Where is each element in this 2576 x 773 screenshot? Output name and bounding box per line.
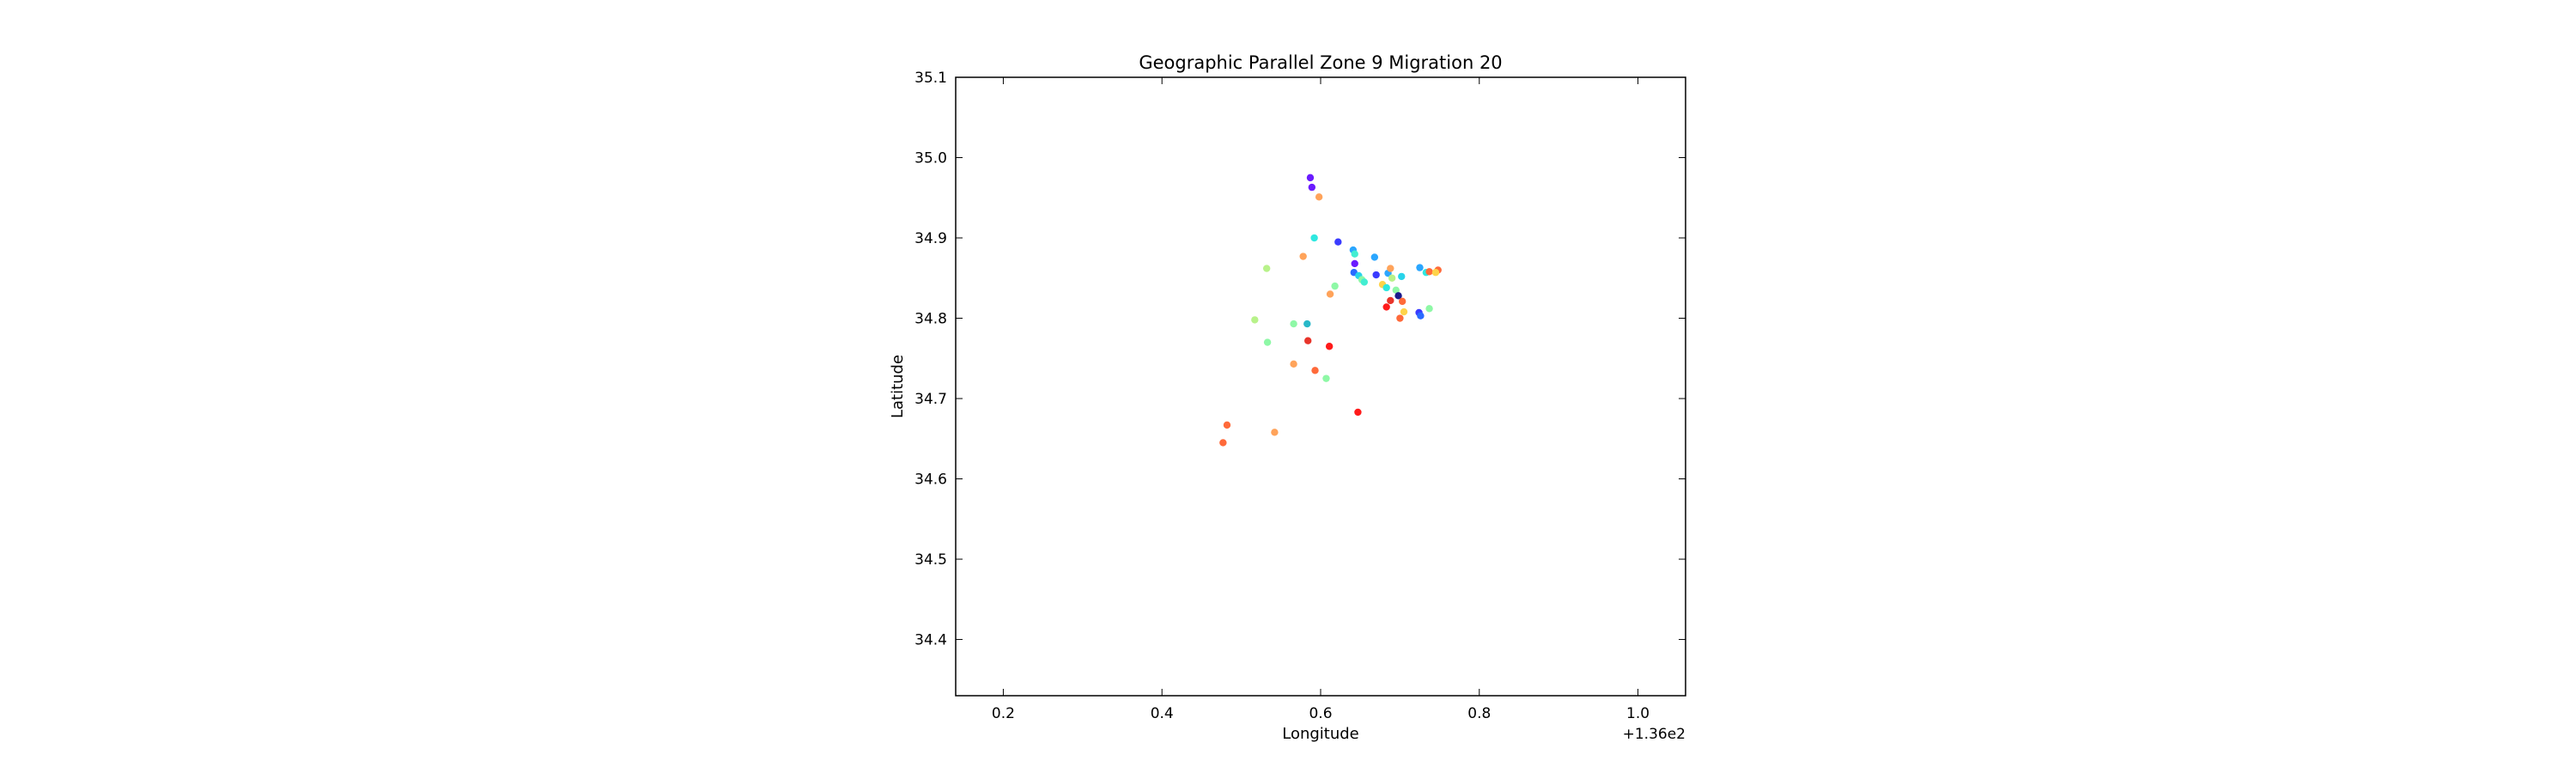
x-tick-label: 0.8 xyxy=(1467,705,1491,722)
y-tick-label: 34.7 xyxy=(914,391,947,408)
data-point xyxy=(1326,290,1334,298)
data-point xyxy=(1354,408,1362,417)
data-point xyxy=(1271,429,1279,436)
axis-ticks: 0.2 0.4 0.6 0.8 1.0 34.4 34.5 34.6 34.7 34.8 34.9 3… xyxy=(914,70,1686,722)
y-tick-label: 35.0 xyxy=(914,150,947,167)
data-point xyxy=(1382,303,1390,311)
data-point xyxy=(1262,265,1271,272)
data-point xyxy=(1425,305,1433,313)
data-point xyxy=(1351,259,1358,268)
data-point xyxy=(1303,320,1311,328)
data-point xyxy=(1398,272,1406,281)
data-point xyxy=(1322,374,1330,382)
data-point xyxy=(1315,193,1323,201)
data-point xyxy=(1417,312,1425,320)
data-point xyxy=(1304,337,1312,344)
data-point xyxy=(1360,278,1369,286)
x-tick-label: 1.0 xyxy=(1626,705,1649,722)
data-point xyxy=(1382,283,1390,292)
axes-frame xyxy=(955,76,1686,697)
data-point xyxy=(1306,173,1315,182)
data-point xyxy=(1425,268,1433,276)
data-point xyxy=(1392,286,1400,294)
data-point xyxy=(1263,338,1272,346)
chart-title: Geographic Parallel Zone 9 Migration 20 xyxy=(1139,52,1502,73)
data-point xyxy=(1416,264,1424,271)
x-tick-label: 0.2 xyxy=(992,705,1015,722)
data-point xyxy=(1387,296,1394,305)
data-point xyxy=(1351,250,1358,258)
data-point xyxy=(1290,320,1297,328)
x-axis-offset-label: +1.36e2 xyxy=(1623,726,1686,743)
data-point xyxy=(1310,234,1318,242)
data-point xyxy=(1398,297,1406,306)
data-point xyxy=(1251,316,1259,324)
data-point xyxy=(1290,360,1297,368)
y-tick-label: 34.6 xyxy=(914,472,947,489)
data-point xyxy=(1370,253,1379,261)
x-axis-label: Longitude xyxy=(1282,725,1359,743)
x-tick-label: 0.6 xyxy=(1309,705,1332,722)
x-tick-label: 0.4 xyxy=(1151,705,1174,722)
data-point xyxy=(1299,253,1307,260)
data-point xyxy=(1394,292,1402,300)
data-point xyxy=(1372,271,1380,279)
data-point xyxy=(1387,265,1394,272)
y-tick-label: 34.4 xyxy=(914,632,947,649)
y-axis-label: Latitude xyxy=(889,355,907,418)
data-point xyxy=(1431,269,1440,277)
data-point xyxy=(1219,439,1227,447)
data-point xyxy=(1325,343,1334,350)
data-point xyxy=(1331,282,1339,290)
data-point xyxy=(1308,183,1316,192)
y-tick-label: 34.9 xyxy=(914,230,947,247)
y-tick-label: 34.5 xyxy=(914,551,947,569)
y-tick-label: 34.8 xyxy=(914,311,947,328)
y-tick-label: 35.1 xyxy=(914,70,947,87)
data-point xyxy=(1400,307,1408,316)
data-point xyxy=(1311,367,1319,374)
data-points xyxy=(1219,173,1442,447)
data-point xyxy=(1334,238,1342,246)
data-point xyxy=(1396,314,1404,322)
data-point xyxy=(1388,274,1396,282)
data-point xyxy=(1223,421,1231,429)
